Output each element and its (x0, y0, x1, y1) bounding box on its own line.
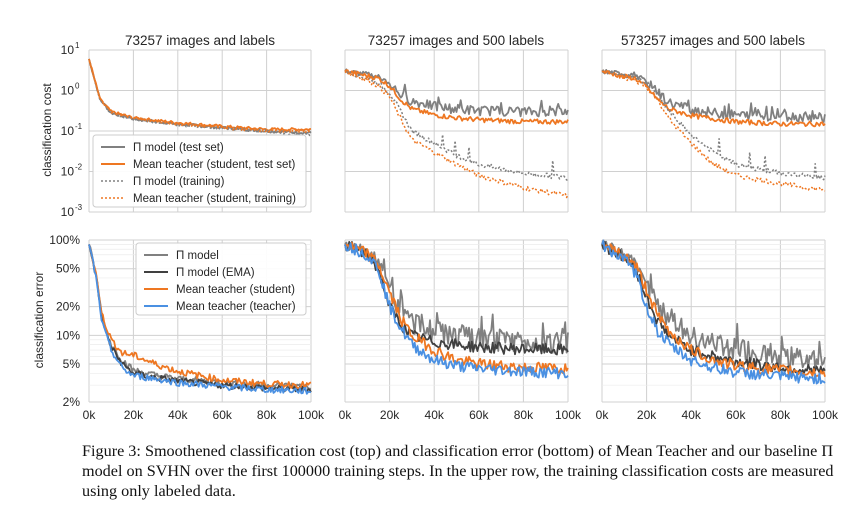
series-line-model-ema (88, 244, 312, 394)
x-tick-label: 40k (425, 408, 445, 422)
series-line-model (344, 241, 569, 355)
series-line-mean-teacher-teacher (344, 242, 569, 380)
series-line-mean-teacher-student-test-set (344, 69, 569, 125)
y-tick-label: 10% (56, 328, 80, 342)
y-tick-exponent: 1 (75, 41, 80, 50)
series-line-mean-teacher-teacher (88, 244, 312, 395)
series-line-model (601, 239, 826, 372)
legend-label: Mean teacher (student) (176, 284, 295, 296)
series-line-mean-teacher-teacher (601, 239, 826, 385)
legend-label: Mean teacher (student, training) (133, 193, 296, 205)
y-tick-label: 10 (61, 43, 75, 57)
y-tick-label: 10 (61, 84, 75, 98)
legend-label: Π model (176, 250, 219, 262)
y-tick-exponent: 0 (75, 82, 80, 91)
x-tick-label: 100k (555, 408, 582, 422)
x-tick-label: 0k (596, 408, 610, 422)
legend-label: Π model (training) (133, 176, 225, 188)
y-tick-label: 10 (61, 124, 75, 138)
title-col-1: 73257 images and labels (125, 33, 275, 48)
y-tick-exponent: -1 (75, 122, 83, 131)
series-line-model-test-set (344, 68, 569, 118)
x-tick-label: 80k (771, 408, 791, 422)
y-tick-label: 2% (63, 395, 81, 409)
y-tick-label: 5% (63, 357, 81, 371)
figure-3-chart-grid: 73257 images and labels 73257 images and… (32, 33, 839, 422)
title-col-2: 73257 images and 500 labels (368, 33, 545, 48)
x-tick-label: 100k (812, 408, 839, 422)
series-line-model (88, 244, 312, 390)
legend-box (92, 134, 307, 208)
series-line-mean-teacher-student-training (344, 70, 569, 199)
y-tick-label: 100% (49, 233, 80, 247)
x-tick-label: 0k (339, 408, 353, 422)
figure-caption: Figure 3: Smoothened classification cost… (82, 442, 834, 500)
x-tick-label: 100k (298, 408, 325, 422)
x-tick-label: 40k (682, 408, 702, 422)
y-tick-label: 20% (56, 300, 80, 314)
panel-r1-c3 (601, 49, 826, 213)
series-line-model-ema (344, 240, 569, 356)
legend-error: Π model Π model (EMA) Mean teacher (studen… (135, 242, 307, 316)
ylabel-error: classification error (32, 272, 46, 369)
series-line-model-training (601, 69, 826, 181)
panel-r2-c2: 0k 20k 40k 60k 80k 100k (339, 239, 582, 422)
series-line-model-test-set (601, 69, 826, 123)
legend-label: Mean teacher (student, test set) (133, 159, 296, 171)
series-line-model-training (88, 58, 312, 137)
x-tick-label: 20k (637, 408, 657, 422)
y-tick-exponent: -2 (75, 163, 83, 172)
y-tick-label: 10 (61, 205, 75, 219)
panel-r2-c1: 0k 20k 40k 60k 80k 100k 100% 50% 20% 10% 5% 2% (49, 233, 325, 422)
x-tick-label: 80k (257, 408, 277, 422)
legend-box (135, 242, 307, 316)
panel-r1-c2 (344, 49, 569, 213)
x-tick-label: 20k (380, 408, 400, 422)
series-line-mean-teacher-student-test-set (601, 69, 826, 128)
y-tick-exponent: -3 (75, 203, 83, 212)
x-tick-label: 60k (213, 408, 233, 422)
x-tick-label: 60k (726, 408, 746, 422)
series-line-mean-teacher-student (601, 239, 826, 378)
series-line-model-training (344, 69, 569, 181)
y-tick-label: 10 (61, 165, 75, 179)
x-tick-label: 60k (469, 408, 489, 422)
legend-label: Π model (test set) (133, 142, 224, 154)
series-line-mean-teacher-student-training (88, 58, 312, 134)
x-tick-label: 0k (83, 408, 97, 422)
ylabel-cost: classification cost (40, 83, 54, 177)
x-tick-label: 80k (514, 408, 534, 422)
series-line-mean-teacher-student-test-set (88, 58, 312, 132)
series-line-mean-teacher-student (88, 244, 312, 389)
legend-label: Π model (EMA) (176, 267, 255, 279)
x-tick-label: 20k (124, 408, 144, 422)
legend-label: Mean teacher (teacher) (176, 301, 296, 313)
y-tick-label: 50% (56, 262, 80, 276)
title-col-3: 573257 images and 500 labels (621, 33, 805, 48)
series-line-model-test-set (88, 58, 312, 135)
legend-cost: Π model (test set) Mean teacher (student,… (92, 134, 307, 208)
series-line-mean-teacher-student-training (601, 70, 826, 192)
x-tick-label: 40k (168, 408, 188, 422)
panel-r2-c3: 0k 20k 40k 60k 80k 100k (596, 239, 839, 422)
